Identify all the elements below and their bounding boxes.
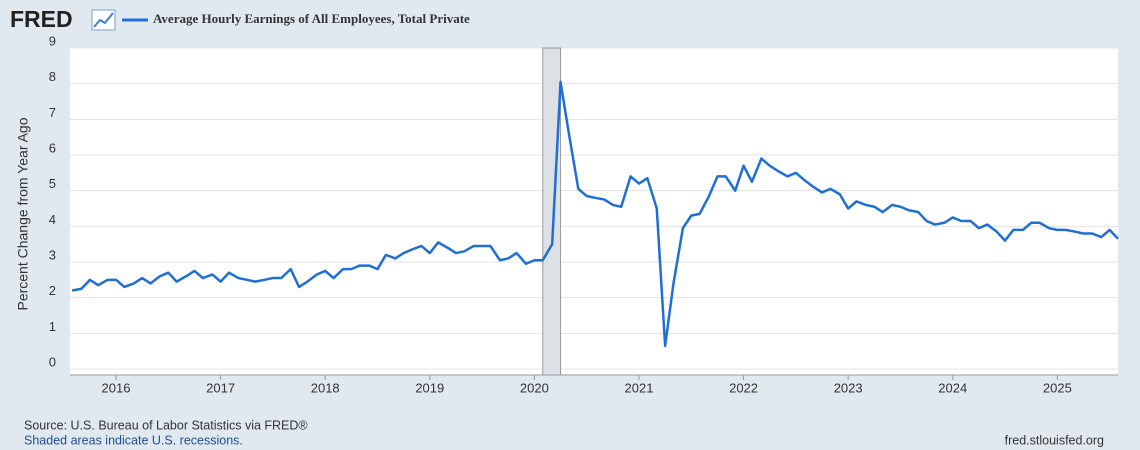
legend-label: Average Hourly Earnings of All Employees… — [153, 11, 470, 26]
y-tick-label: 4 — [49, 212, 56, 227]
x-tick-label: 2023 — [834, 380, 863, 395]
x-tick-label: 2021 — [625, 380, 654, 395]
series-line — [71, 80, 1119, 348]
note: Shaded areas indicate U.S. recessions. — [24, 433, 243, 447]
x-tick-label: 2017 — [206, 380, 235, 395]
x-tick-label: 2022 — [729, 380, 758, 395]
y-tick-label: 6 — [49, 140, 56, 155]
x-tick-label: 2020 — [520, 380, 549, 395]
y-tick-label: 9 — [49, 33, 56, 48]
y-axis-label: Percent Change from Year Ago — [15, 117, 31, 310]
y-tick-label: 0 — [49, 354, 56, 369]
y-tick-label: 1 — [49, 319, 56, 334]
credit: fred.stlouisfed.org — [1005, 433, 1104, 447]
source: Source: U.S. Bureau of Labor Statistics … — [24, 418, 308, 432]
y-tick-label: 5 — [49, 176, 56, 191]
y-tick-label: 8 — [49, 69, 56, 84]
x-tick-label: 2025 — [1043, 380, 1072, 395]
logo-icon — [91, 9, 116, 31]
x-tick-label: 2024 — [938, 380, 967, 395]
y-tick-label: 2 — [49, 283, 56, 298]
x-tick-label: 2019 — [415, 380, 444, 395]
x-tick-label: 2018 — [311, 380, 340, 395]
recession-band — [542, 47, 562, 376]
logo: FRED — [10, 6, 73, 32]
y-tick-label: 3 — [49, 247, 56, 262]
plot-area — [70, 48, 1118, 375]
x-tick-label: 2016 — [102, 380, 131, 395]
y-tick-label: 7 — [49, 105, 56, 120]
